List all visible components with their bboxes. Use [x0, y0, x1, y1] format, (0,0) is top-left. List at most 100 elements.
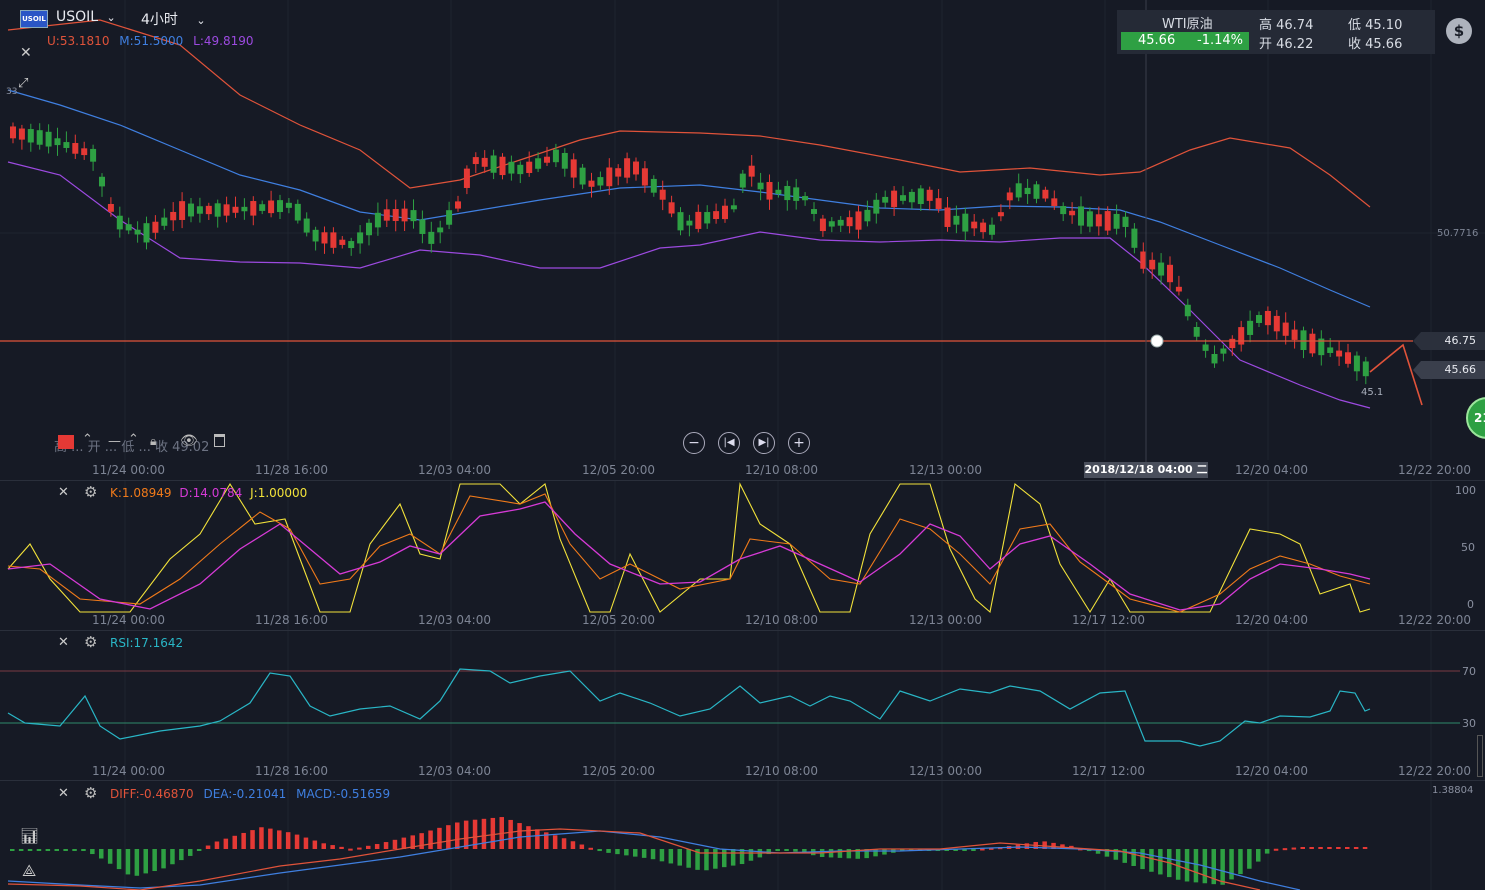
candle [161, 217, 168, 226]
kdj-k-value: K:1.08949 [110, 486, 172, 500]
zoom-out-button[interactable]: − [683, 432, 705, 454]
macd-bar [1131, 849, 1136, 866]
close-icon[interactable]: ✕ [58, 786, 69, 801]
trash-icon[interactable] [214, 434, 225, 447]
chevron-up-icon[interactable]: ⌃ [82, 432, 93, 447]
eye-icon[interactable]: 👁︎ [180, 433, 198, 449]
macd-bar [214, 841, 220, 849]
macd-bar [250, 830, 255, 849]
rsi-panel[interactable]: ✕ ⚙ RSI:17.1642 70 30 [0, 630, 1485, 781]
gear-icon[interactable]: ⚙ [84, 483, 98, 501]
kdj-panel[interactable]: ✕ ⚙ K:1.08949 D:14.0784 J:1.00000 100 50… [0, 480, 1485, 631]
macd-bar [1042, 841, 1047, 849]
macd-bar [775, 849, 780, 851]
candle [828, 221, 835, 227]
interval-selector[interactable]: 4小时 ⌄ [141, 9, 206, 29]
prev-button[interactable]: |◀ [718, 432, 740, 454]
candle [802, 196, 809, 201]
candle [472, 157, 479, 165]
macd-bar [134, 849, 140, 876]
candle [72, 143, 79, 154]
gear-icon[interactable]: ⚙ [84, 633, 98, 651]
candle [793, 187, 800, 201]
candle [259, 204, 266, 211]
candlestick-chart[interactable] [0, 0, 1485, 480]
macd-dea-value: DEA:-0.21041 [203, 787, 287, 801]
candle [908, 191, 915, 203]
macd-bar [170, 849, 175, 865]
kdj-axis-100: 100 [1455, 484, 1476, 497]
candle [962, 213, 969, 232]
candle [1095, 214, 1102, 227]
candle [463, 168, 470, 188]
candle [846, 217, 853, 227]
line-style-icon[interactable]: — [108, 434, 121, 449]
quote-price: 45.66 [1138, 33, 1176, 48]
macd-bar [953, 849, 958, 851]
close-icon[interactable]: ✕ [20, 45, 32, 61]
chart-type-icon[interactable]: 📊︎ [20, 827, 40, 845]
macd-bar [481, 818, 487, 849]
zoom-in-button[interactable]: + [788, 432, 810, 454]
lock-icon[interactable]: 🔒︎ [150, 434, 157, 448]
symbol-logo: USOIL [20, 10, 48, 28]
macd-bar [517, 823, 522, 849]
macd-bar [588, 847, 593, 850]
candle [1175, 286, 1182, 292]
candle [1211, 353, 1218, 364]
crosshair-time-label: 2018/12/18 04:00 二 [1084, 462, 1208, 478]
candle [980, 222, 987, 233]
candle [1264, 310, 1271, 326]
macd-bar [1229, 849, 1234, 880]
candle [1015, 183, 1022, 198]
macd-bar [1095, 849, 1101, 854]
macd-bar [196, 849, 202, 851]
macd-panel[interactable]: ✕ ⚙ DIFF:-0.46870 DEA:-0.21041 MACD:-0.5… [0, 780, 1485, 890]
macd-chart[interactable] [0, 781, 1485, 890]
quote-high: 高 46.74 [1259, 18, 1314, 33]
time-axis-label: 12/20 04:00 [1235, 613, 1308, 627]
macd-bar [748, 849, 754, 861]
candle [45, 131, 52, 147]
color-swatch[interactable] [58, 435, 74, 449]
expand-icon[interactable]: ⤢ [18, 76, 29, 91]
candle [624, 158, 631, 178]
macd-bar [846, 849, 852, 859]
candle [170, 211, 177, 221]
close-icon[interactable]: ✕ [58, 485, 69, 500]
time-axis-label: 12/22 20:00 [1398, 463, 1471, 477]
interval-label: 4小时 [141, 12, 178, 28]
gear-icon[interactable]: ⚙ [84, 784, 98, 802]
candle [570, 159, 577, 178]
currency-icon[interactable]: $ [1446, 18, 1472, 44]
candle [811, 209, 817, 214]
macd-bar [419, 833, 424, 849]
macd-bar [36, 849, 42, 851]
candle [891, 190, 898, 208]
candle [775, 189, 782, 195]
time-axis-label: 12/10 08:00 [745, 613, 818, 627]
candle [330, 232, 337, 248]
boll-upper-line [7, 19, 1371, 208]
main-chart-panel[interactable] [0, 0, 1485, 480]
rsi-chart[interactable] [0, 631, 1485, 781]
close-icon[interactable]: ✕ [58, 635, 69, 650]
macd-bar [1247, 849, 1252, 869]
candle [348, 241, 355, 249]
kdj-chart[interactable] [0, 481, 1485, 631]
candle [722, 205, 728, 220]
draw-tool-icon[interactable]: ⟁ [22, 861, 37, 880]
macd-bar [241, 832, 246, 849]
candle [1345, 352, 1351, 364]
candle [99, 176, 105, 187]
next-button[interactable]: ▶| [753, 432, 775, 454]
candle [179, 201, 186, 220]
scrollbar[interactable] [1477, 735, 1483, 777]
chevron-up-icon[interactable]: ⌃ [128, 432, 139, 447]
symbol-selector[interactable]: USOIL ⌄ [56, 9, 116, 25]
rsi-value: RSI:17.1642 [110, 636, 184, 650]
candle [419, 219, 426, 234]
candle [1033, 184, 1040, 199]
candle [321, 232, 328, 244]
left-edge-label: 33 [6, 87, 18, 97]
